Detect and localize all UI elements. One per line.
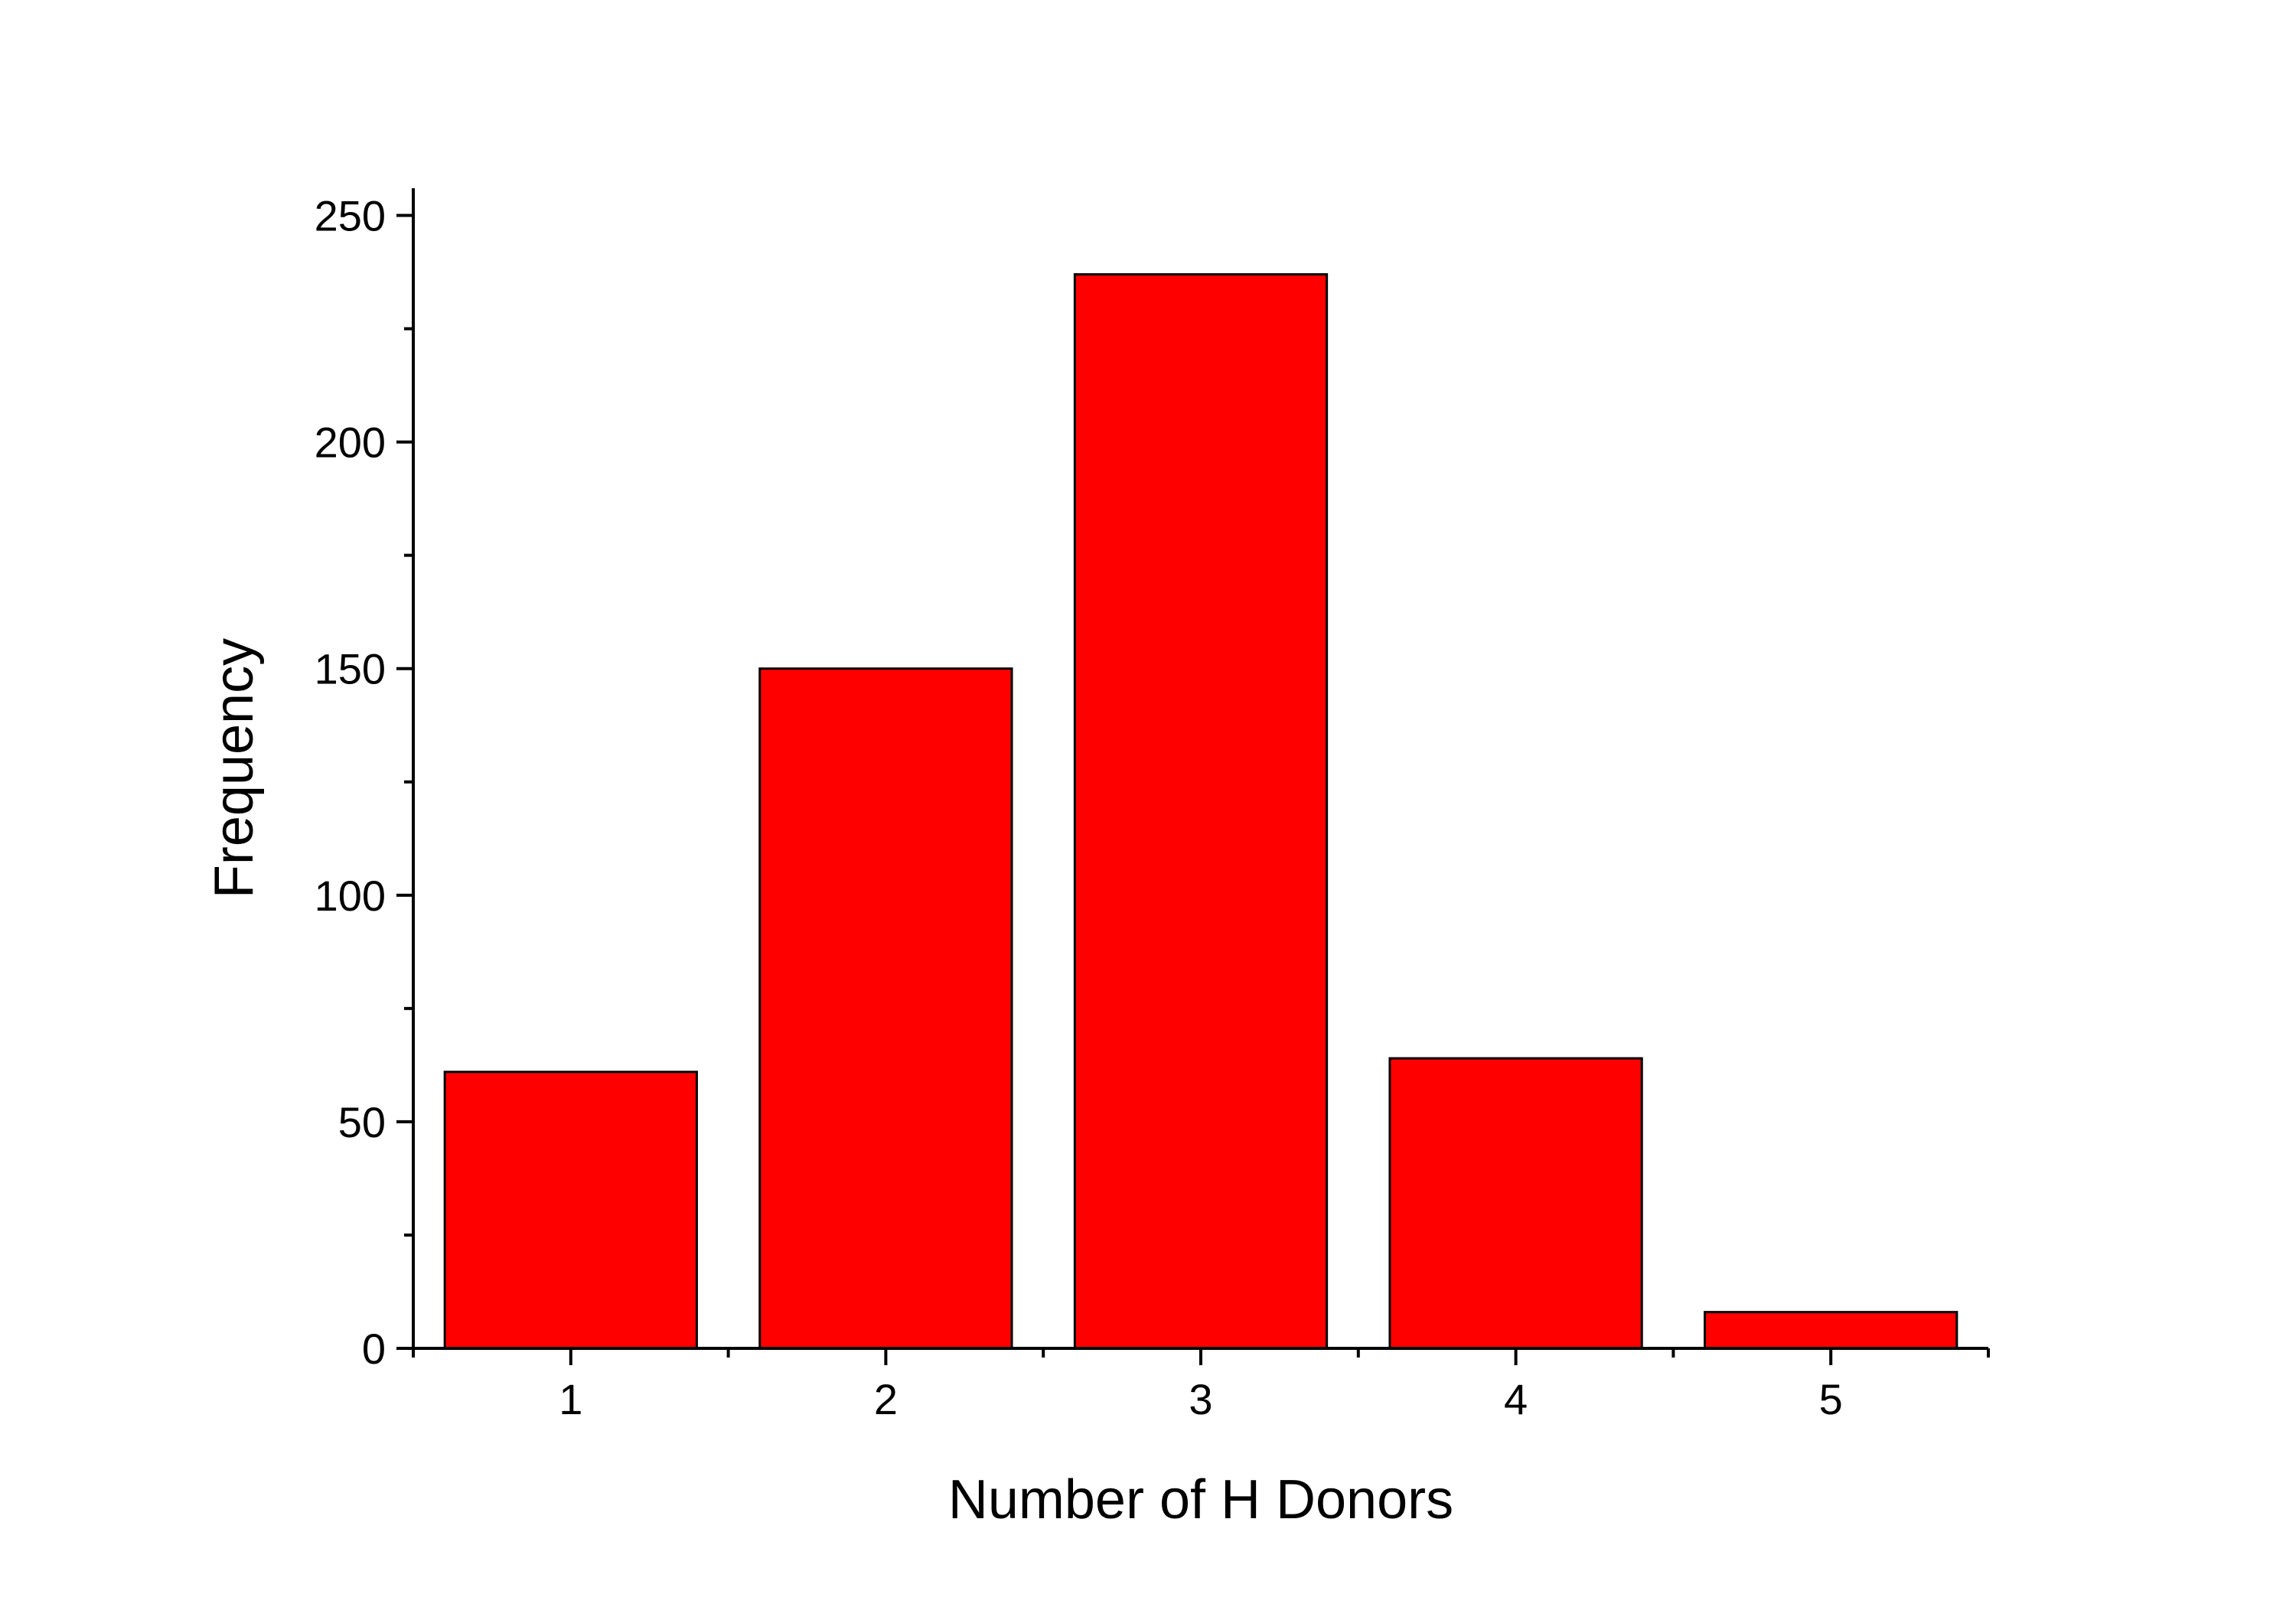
- tick-labels: 0 50 100 150 200 250 1 2 3 4 5: [315, 192, 1843, 1423]
- y-tick-label: 100: [315, 872, 386, 920]
- bars: [443, 273, 1958, 1350]
- bar-5: [1704, 1311, 1958, 1350]
- x-tick-label: 3: [1189, 1375, 1212, 1423]
- y-axis-title: Frequency: [204, 638, 265, 898]
- x-tick-label: 2: [874, 1375, 898, 1423]
- y-tick-label: 50: [338, 1098, 386, 1146]
- x-tick-label: 5: [1819, 1375, 1843, 1423]
- y-tick-label: 150: [315, 645, 386, 693]
- bar-2: [758, 667, 1013, 1350]
- ticks: [396, 214, 1990, 1365]
- x-tick-label: 1: [559, 1375, 582, 1423]
- bar-3: [1073, 273, 1329, 1350]
- y-tick-label: 0: [362, 1325, 386, 1373]
- x-tick-label: 4: [1504, 1375, 1528, 1423]
- bar-4: [1388, 1057, 1643, 1350]
- y-tick-label: 250: [315, 192, 386, 240]
- x-axis-title: Number of H Donors: [948, 1469, 1453, 1530]
- bar-1: [443, 1071, 698, 1350]
- y-tick-label: 200: [315, 419, 386, 467]
